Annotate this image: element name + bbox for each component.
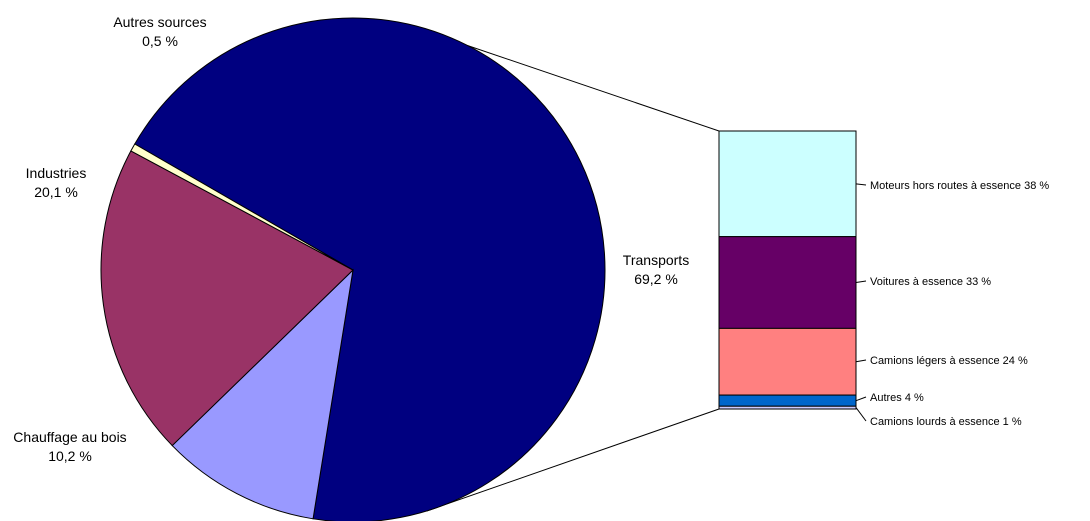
pie-label-autres-sources: Autres sources 0,5 % — [113, 14, 206, 49]
pie-label-value: 0,5 % — [142, 33, 178, 49]
bar-label-camions-legers-a-essence: Camions légers à essence 24 % — [870, 355, 1028, 367]
connector-lines — [426, 44, 720, 512]
pie-label-name: Autres sources — [113, 14, 206, 30]
connector-line-bottom — [426, 408, 720, 512]
pie-label-transports: Transports 69,2 % — [623, 252, 689, 287]
bar-leader-line — [855, 280, 867, 284]
pie-slice-transports — [134, 17, 606, 521]
bar-segment-voitures-a-essence — [718, 236, 857, 329]
bar-labels: Moteurs hors routes à essence 38 % Voitur… — [855, 180, 1049, 428]
pie-label-value: 10,2 % — [48, 448, 92, 464]
bar-label-voitures-a-essence: Voitures à essence 33 % — [870, 276, 991, 288]
bar-leader-line — [855, 407, 867, 422]
pie-label-chauffage-au-bois: Chauffage au bois 10,2 % — [13, 429, 126, 464]
pie-chart — [100, 17, 606, 521]
pie-label-name: Transports — [623, 252, 689, 268]
pie-label-value: 20,1 % — [34, 184, 78, 200]
pie-slice-autres-sources — [130, 143, 354, 271]
pie-slice-industries — [100, 150, 354, 447]
bar-segment-moteurs-hors-routes-a-essence — [718, 130, 857, 238]
pie-slice-chauffage-au-bois — [171, 268, 354, 520]
pie-label-name: Industries — [26, 165, 87, 181]
stacked-bar — [718, 130, 857, 410]
bar-label-camions-lourds-a-essence: Camions lourds à essence 1 % — [870, 416, 1022, 428]
bar-leader-line — [855, 359, 867, 363]
bar-label-moteurs-hors-routes-a-essence: Moteurs hors routes à essence 38 % — [870, 180, 1049, 192]
bar-segment-camions-lourds-a-essence — [718, 405, 857, 410]
bar-leader-line — [855, 183, 867, 186]
bar-segment-camions-legers-a-essence — [718, 327, 857, 396]
bar-label-autres: Autres 4 % — [870, 392, 924, 404]
pie-labels: Transports 69,2 % Chauffage au bois 10,2 % I… — [13, 14, 689, 464]
pie-label-value: 69,2 % — [634, 271, 678, 287]
bar-segment-autres — [718, 394, 857, 407]
connector-line-top — [467, 44, 720, 132]
pie-label-name: Chauffage au bois — [13, 429, 126, 445]
bar-leader-line — [855, 396, 867, 402]
pie-label-industries: Industries 20,1 % — [26, 165, 87, 200]
